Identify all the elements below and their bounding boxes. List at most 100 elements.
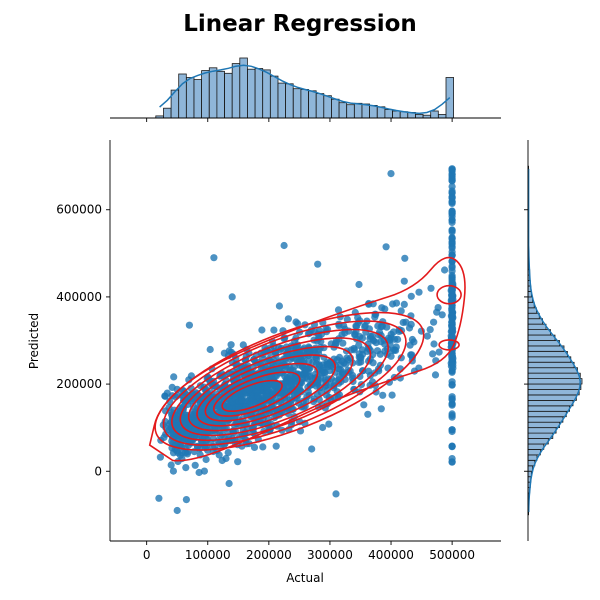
scatter-point [318,369,326,377]
scatter-point [169,467,177,475]
y-hist-bar [527,350,568,358]
x-tick-label: 500000 [429,548,475,562]
scatter-point [448,381,456,389]
scatter-point [315,350,323,358]
scatter-point [427,284,435,292]
x-hist-bar [361,103,370,119]
y-hist-bar [527,301,535,309]
scatter-point [338,331,346,339]
y-hist-bar [527,334,556,341]
scatter-point [448,274,456,282]
y-tick-label: 200000 [56,377,102,391]
scatter-point [407,292,415,300]
scatter-point [448,351,456,359]
scatter-point [305,357,313,365]
y-axis-label: Predicted [27,313,41,369]
scatter-point [377,338,385,346]
x-hist-bar [254,68,264,119]
scatter-point [306,348,314,356]
x-hist-bar [247,68,256,119]
scatter-point [400,277,408,285]
scatter-point [155,494,163,502]
scatter-point [220,349,228,357]
y-tick-label: 400000 [56,290,102,304]
scatter-point [254,392,262,400]
scatter-point [170,373,178,381]
x-hist-bar [231,63,241,119]
scatter-point [163,389,171,397]
scatter-point [228,293,236,301]
kde-contour [187,345,354,432]
scatter-point [441,266,449,274]
scatter-point [168,383,176,391]
scatter-point [225,479,233,488]
scatter-point [379,391,387,399]
scatter-point [429,350,437,358]
kde-contours [148,256,466,462]
y-hist-bar [527,432,554,439]
scatter-point [182,464,190,472]
x-hist-bar [224,72,233,119]
scatter-point [332,339,340,347]
scatter-point [449,361,457,369]
scatter-point [303,375,311,383]
scatter-point [272,442,280,450]
scatter-point [312,382,320,390]
kde-contour [196,354,337,427]
scatter-point [384,364,392,372]
scatter-point [431,371,440,379]
kde-contour-outer [148,256,466,462]
x-tick-label: 400000 [368,548,414,562]
x-hist-bar [208,67,218,119]
y-hist-bar [527,465,533,472]
scatter-point [364,410,372,418]
scatter-point [364,367,373,375]
scatter-point [430,318,438,326]
scatter-point [389,328,398,336]
x-hist-bar [201,70,210,119]
scatter-point [258,326,266,334]
scatter-point [325,420,333,428]
scatter-point [332,490,340,498]
x-hist-bar [178,73,187,119]
scatter-point [430,340,438,348]
scatter-point [303,365,311,373]
scatter-point [218,456,226,465]
scatter-point [405,324,414,332]
scatter-point [378,304,386,312]
scatter-point [426,326,434,334]
x-hist-bar [384,109,393,119]
scatter-point [392,299,401,307]
x-hist-bar [430,110,439,119]
scatter-point [438,311,446,319]
y-tick-label: 0 [94,464,102,478]
scatter-point [184,414,192,422]
y-hist-bar [527,394,577,401]
scatter-point [312,360,321,368]
y-hist-bar [527,372,581,380]
scatter-point [185,321,193,329]
scatter-point [324,375,332,383]
kde-contour [179,337,372,437]
scatter-point [255,382,263,391]
y-hist-bar [527,340,560,347]
scatter-point [408,335,416,344]
kde-contour [438,339,460,351]
y-hist-bar [527,318,544,325]
y-hist-bar [527,307,537,314]
scatter-point [448,228,456,236]
x-hist-bar [277,82,286,119]
scatter-point [275,302,283,310]
scatter-point [210,254,218,262]
scatter-point [448,165,456,173]
scatter-point [212,393,220,402]
scatter-point [324,363,332,371]
scatter-point [271,381,279,389]
y-hist-bar [527,421,560,429]
x-axis-label: Actual [286,571,324,585]
marginal-x-histogram [110,57,501,122]
scatter-point [224,449,232,457]
scatter-point [202,455,210,464]
scatter-point [173,506,181,515]
